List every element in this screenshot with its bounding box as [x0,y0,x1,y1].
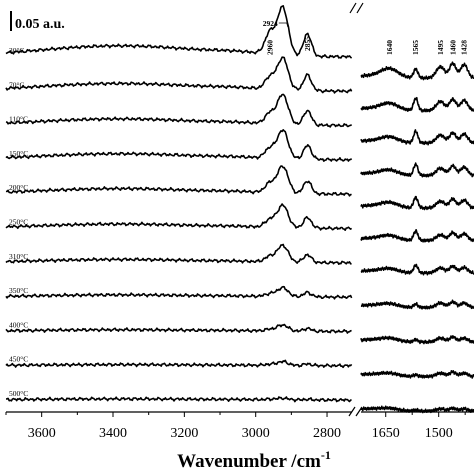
x-tick-label: 2800 [313,426,341,441]
top-break-slash-right [356,2,364,14]
temperature-label: 310°C [9,252,28,261]
spectrum-trace-high [5,129,353,162]
spectrum-trace-high [5,203,353,231]
x-tick-label: 3200 [170,426,198,441]
x-tick-label: 1650 [372,426,400,441]
peak-label: 2960 [266,40,275,55]
spectrum-trace-high [5,243,352,265]
spectrum-trace-high [5,56,353,94]
temperature-label: 450°C [9,355,28,364]
spectrum-trace-high [5,359,353,369]
spectrum-trace-low [360,299,474,310]
spectrum-trace-low [360,96,474,113]
peak-label: 1428 [460,40,469,55]
break-slash-right [355,406,363,417]
scale-bar-label: 0.05 a.u. [15,17,65,32]
temperature-label: 200°C [9,183,28,192]
top-break-slash-left [349,2,357,14]
spectrum-trace-low [360,263,474,276]
x-axis: 3600 3400 3200 3000 2800 1650 1500 Wavenumber … [5,2,474,472]
axis-break-mark [348,406,363,417]
peak-pointer [278,22,289,28]
x-axis-title-main: Wavenumber /cm [177,451,321,472]
temperature-label: 350°C [9,286,28,295]
temperature-label: 30°C [9,46,25,55]
peak-label: 1460 [448,40,457,55]
peak-label: 1640 [385,40,394,55]
temperature-label: 150°C [9,149,28,158]
temperature-label: 500°C [9,389,28,398]
top-break-mark [349,2,364,14]
x-tick-label: 1500 [425,426,453,441]
temperature-label: 250°C [9,218,28,227]
spectrum-trace-low [360,229,474,243]
peak-label: 1565 [411,40,420,55]
x-tick-label: 3600 [28,426,56,441]
x-ticks: 3600 3400 3200 3000 2800 1650 1500 [5,412,466,441]
spectrum-trace-low [360,370,474,379]
spectrum-trace-high [5,93,353,128]
temperature-label: 400°C [9,320,28,329]
peak-labels: 2924 2960 2855 1640 1565 1495 1460 1428 [263,19,469,55]
spectrum-trace-high [5,285,353,300]
scale-bar: 0.05 a.u. [10,11,65,32]
spectrum-trace-low [360,61,474,81]
x-tick-label: 3000 [242,426,270,441]
spectrum-trace-high [6,396,352,403]
x-axis-title-exponent: -1 [321,448,331,462]
spectrum-trace-low [360,195,474,211]
peak-label-2924: 2924 [263,19,278,28]
x-axis-title: Wavenumber /cm-1 [177,448,331,472]
x-tick-label: 3400 [99,426,127,441]
spectrum-trace-low [360,129,474,146]
break-slash-left [348,406,356,417]
temperature-label: 70°C [9,80,25,89]
spectra-traces [5,5,474,414]
temperature-label: 110°C [9,115,28,124]
temperature-labels: 30°C 70°C 110°C 150°C 200°C 250°C 310°C 350°C 40… [9,46,28,398]
peak-label: 1495 [436,40,445,55]
spectrum-trace-low [360,405,474,414]
spectrum-trace-low [360,162,474,178]
spectrum-trace-high [5,165,352,197]
spectrum-trace-high [5,323,352,334]
spectrum-trace-high [5,5,353,59]
peak-label: 2855 [303,36,312,51]
spectrum-trace-low [360,335,474,345]
